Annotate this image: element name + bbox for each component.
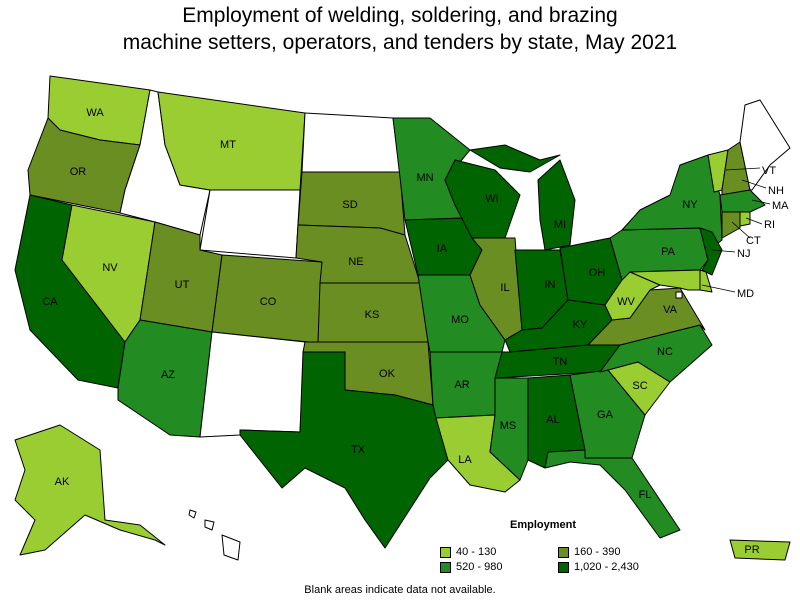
- state-labels: WA OR CA NV MT UT AZ CO SD NE KS OK TX M…: [42, 107, 789, 556]
- legend-title: Employment: [510, 519, 577, 531]
- label-ks: KS: [365, 309, 380, 321]
- label-oh: OH: [589, 267, 606, 279]
- state-nd[interactable]: [301, 112, 401, 173]
- label-vt: VT: [762, 165, 776, 177]
- legend-label-4: 1,020 - 2,430: [574, 561, 639, 573]
- legend-item-1: 40 - 130: [440, 546, 496, 558]
- label-ky: KY: [573, 319, 588, 331]
- label-mo: MO: [451, 314, 469, 326]
- state-ct[interactable]: [721, 211, 741, 239]
- legend-item-4: 1,020 - 2,430: [558, 561, 639, 573]
- state-hi-big-island[interactable]: [221, 534, 241, 561]
- label-co: CO: [260, 296, 277, 308]
- label-az: AZ: [161, 369, 175, 381]
- label-pr: PR: [744, 544, 759, 556]
- label-leader-lines: [701, 167, 771, 293]
- label-sc: SC: [632, 380, 647, 392]
- state-tx[interactable]: [239, 351, 449, 549]
- label-pa: PA: [661, 246, 676, 258]
- label-al: AL: [546, 414, 559, 426]
- label-ne: NE: [348, 256, 363, 268]
- label-il: IL: [500, 282, 509, 294]
- map-title: Employment of welding, soldering, and br…: [0, 2, 800, 56]
- title-line-1: Employment of welding, soldering, and br…: [182, 4, 618, 27]
- label-in: IN: [545, 279, 556, 291]
- legend-item-2: 160 - 390: [558, 546, 620, 558]
- label-ut: UT: [175, 279, 190, 291]
- label-mn: MN: [416, 172, 433, 184]
- label-nj: NJ: [737, 248, 750, 260]
- label-la: LA: [458, 454, 472, 466]
- state-hi-oahu[interactable]: [188, 509, 197, 519]
- label-wi: WI: [485, 193, 498, 205]
- label-wa: WA: [86, 107, 104, 119]
- label-ct: CT: [746, 235, 761, 247]
- legend-swatch-4: [558, 561, 569, 573]
- legend-label-3: 520 - 980: [456, 561, 503, 573]
- label-ok: OK: [379, 368, 396, 380]
- state-ma[interactable]: [719, 189, 766, 213]
- title-line-2: machine setters, operators, and tenders …: [122, 31, 678, 54]
- label-sd: SD: [342, 199, 357, 211]
- state-pr[interactable]: [729, 539, 791, 561]
- label-mi: MI: [554, 219, 566, 231]
- state-ak[interactable]: [14, 424, 166, 556]
- label-fl: FL: [639, 489, 652, 501]
- state-wy[interactable]: [199, 189, 301, 259]
- label-nh: NH: [768, 185, 784, 197]
- label-ny: NY: [682, 199, 698, 211]
- label-ak: AK: [55, 476, 70, 488]
- state-ri[interactable]: [739, 211, 751, 227]
- label-md: MD: [737, 288, 754, 300]
- state-dc[interactable]: [675, 291, 683, 299]
- legend-item-3: 520 - 980: [440, 561, 502, 573]
- state-nm[interactable]: [199, 331, 306, 438]
- legend-swatch-2: [558, 546, 569, 558]
- state-hi-maui[interactable]: [204, 519, 215, 531]
- label-va: VA: [663, 304, 678, 316]
- footnote: Blank areas indicate data not available.: [304, 584, 496, 596]
- label-wv: WV: [617, 296, 635, 308]
- label-ms: MS: [500, 420, 517, 432]
- state-mi[interactable]: [537, 159, 576, 251]
- label-nc: NC: [657, 346, 673, 358]
- label-ma: MA: [772, 200, 789, 212]
- state-fl[interactable]: [544, 449, 681, 539]
- legend-swatch-1: [440, 546, 451, 558]
- legend-label-2: 160 - 390: [574, 546, 621, 558]
- legend-label-1: 40 - 130: [456, 546, 497, 558]
- label-ia: IA: [437, 243, 448, 255]
- label-ri: RI: [764, 219, 775, 231]
- label-mt: MT: [220, 139, 236, 151]
- label-ga: GA: [597, 409, 614, 421]
- state-mi-upper[interactable]: [469, 144, 561, 173]
- legend-swatch-3: [440, 561, 451, 573]
- label-nv: NV: [102, 262, 118, 274]
- label-ca: CA: [42, 296, 58, 308]
- label-tn: TN: [553, 356, 568, 368]
- state-nj[interactable]: [699, 227, 723, 276]
- label-tx: TX: [351, 444, 366, 456]
- label-ar: AR: [454, 379, 469, 391]
- label-or: OR: [70, 166, 87, 178]
